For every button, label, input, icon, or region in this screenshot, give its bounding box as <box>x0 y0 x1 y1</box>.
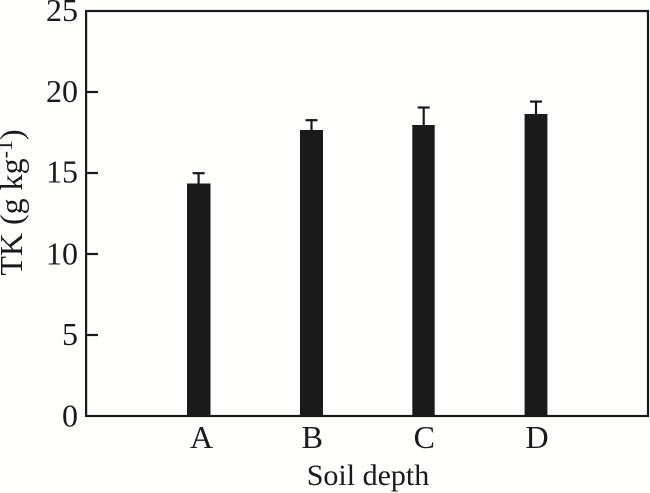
svg-text:0: 0 <box>62 398 78 434</box>
svg-text:Soil depth: Soil depth <box>307 459 430 492</box>
svg-text:10: 10 <box>46 236 78 272</box>
svg-text:15: 15 <box>46 154 78 190</box>
svg-text:B: B <box>302 419 323 455</box>
svg-text:25: 25 <box>46 0 78 28</box>
svg-text:C: C <box>414 419 435 455</box>
svg-text:20: 20 <box>46 73 78 109</box>
svg-text:D: D <box>526 419 549 455</box>
svg-text:A: A <box>190 419 213 455</box>
svg-text:5: 5 <box>62 316 78 352</box>
